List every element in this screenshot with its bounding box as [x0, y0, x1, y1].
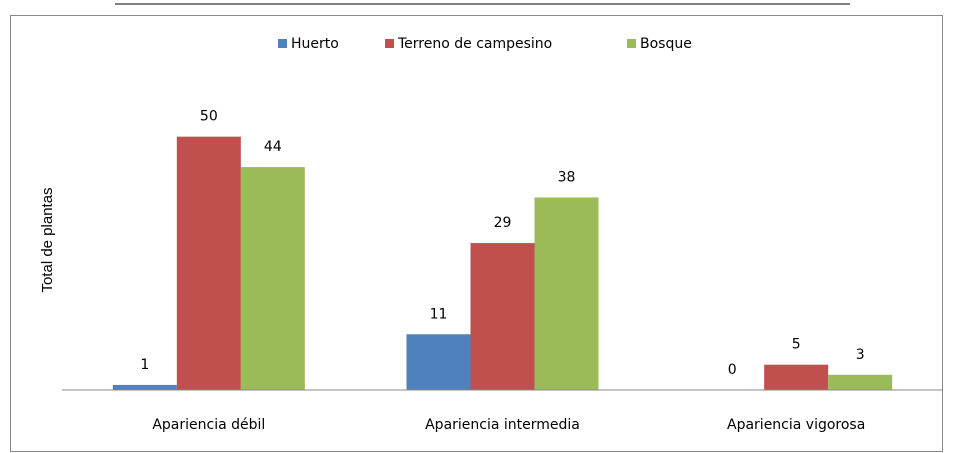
value-label: 5 [792, 337, 801, 353]
legend-swatch [385, 39, 394, 48]
value-label: 44 [264, 139, 282, 155]
value-label: 0 [728, 362, 737, 378]
x-tick-label: Apariencia débil [152, 417, 265, 433]
bar [240, 167, 305, 390]
value-label: 11 [430, 306, 448, 322]
bar [764, 364, 829, 390]
bar [828, 374, 893, 390]
bar [406, 334, 471, 390]
y-axis-label: Total de plantas [39, 187, 56, 292]
bar [470, 243, 535, 390]
bar [112, 384, 177, 390]
value-label: 3 [856, 347, 865, 363]
bar [176, 136, 241, 390]
x-tick-label: Apariencia vigorosa [727, 417, 865, 433]
value-label: 1 [140, 357, 149, 373]
legend-label: Terreno de campesino [397, 36, 552, 52]
legend-swatch [278, 39, 287, 48]
x-tick-label: Apariencia intermedia [425, 417, 580, 433]
bar [534, 197, 599, 390]
legend-swatch [627, 39, 636, 48]
value-label: 29 [494, 215, 512, 231]
legend-label: Huerto [291, 36, 339, 52]
legend-label: Bosque [640, 36, 692, 52]
value-label: 50 [200, 109, 218, 125]
value-label: 38 [558, 169, 576, 185]
